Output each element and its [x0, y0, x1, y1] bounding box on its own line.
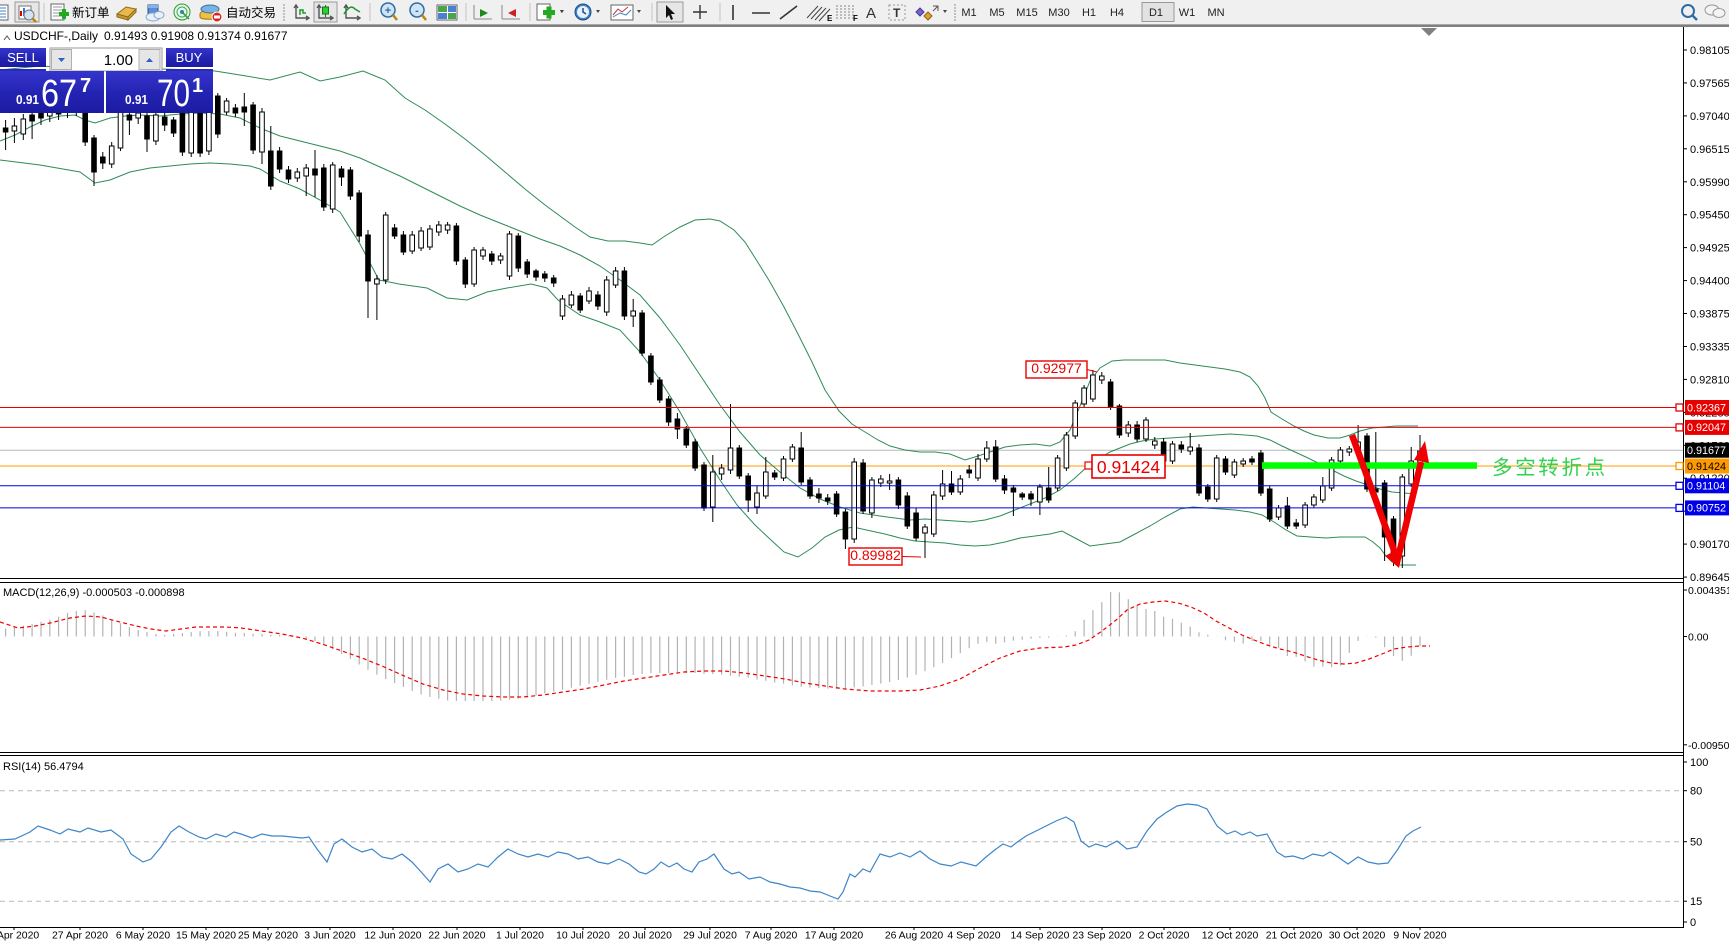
svg-text:0.92367: 0.92367: [1687, 402, 1726, 414]
svg-text:0.90752: 0.90752: [1687, 503, 1726, 515]
svg-text:27 Apr 2020: 27 Apr 2020: [52, 931, 108, 942]
svg-text:0: 0: [1690, 917, 1696, 929]
svg-text:A: A: [866, 5, 876, 22]
svg-text:D1: D1: [1149, 7, 1163, 19]
svg-text:0.004351: 0.004351: [1688, 585, 1729, 597]
svg-text:29 Jul 2020: 29 Jul 2020: [683, 931, 737, 942]
svg-text:M30: M30: [1048, 7, 1069, 19]
svg-text:0.98105: 0.98105: [1690, 45, 1729, 57]
svg-text:MACD(12,26,9) -0.000503 -0.000: MACD(12,26,9) -0.000503 -0.000898: [3, 587, 185, 599]
svg-text:50: 50: [1690, 837, 1702, 849]
svg-text:17 Aug 2020: 17 Aug 2020: [805, 931, 864, 942]
svg-text:MN: MN: [1207, 7, 1224, 19]
svg-text:0.97040: 0.97040: [1690, 111, 1729, 123]
svg-text:SELL: SELL: [7, 50, 39, 65]
svg-text:0.93335: 0.93335: [1690, 342, 1729, 354]
svg-text:E: E: [827, 14, 833, 23]
svg-text:0.91424: 0.91424: [1687, 461, 1726, 473]
svg-text:W1: W1: [1179, 7, 1196, 19]
svg-text:3 Jun 2020: 3 Jun 2020: [304, 931, 356, 942]
svg-text:1: 1: [192, 75, 203, 97]
svg-text:M1: M1: [961, 7, 976, 19]
svg-text:100: 100: [1690, 757, 1708, 769]
svg-text:6 May 2020: 6 May 2020: [116, 931, 171, 942]
svg-text:0.00: 0.00: [1688, 632, 1709, 644]
svg-text:M5: M5: [989, 7, 1004, 19]
svg-text:USDCHF-,Daily: USDCHF-,Daily: [14, 29, 98, 43]
svg-text:0.89982: 0.89982: [850, 547, 901, 563]
svg-text:0.92977: 0.92977: [1031, 360, 1082, 376]
svg-text:12 Jun 2020: 12 Jun 2020: [364, 931, 421, 942]
svg-text:12 Oct 2020: 12 Oct 2020: [1202, 931, 1259, 942]
svg-text:0.93875: 0.93875: [1690, 309, 1729, 321]
svg-text:BUY: BUY: [176, 50, 203, 65]
svg-text:0.91: 0.91: [16, 92, 39, 107]
svg-text:9 Nov 2020: 9 Nov 2020: [1393, 931, 1446, 942]
svg-text:0.89645: 0.89645: [1690, 572, 1729, 584]
svg-text:0.95450: 0.95450: [1690, 210, 1729, 222]
svg-text:10 Jul 2020: 10 Jul 2020: [556, 931, 610, 942]
svg-text:0.94400: 0.94400: [1690, 276, 1729, 288]
svg-text:M15: M15: [1016, 7, 1037, 19]
svg-text:15: 15: [1690, 896, 1702, 908]
svg-text:1 Jul 2020: 1 Jul 2020: [496, 931, 544, 942]
svg-text:23 Sep 2020: 23 Sep 2020: [1073, 931, 1132, 942]
svg-text:1.00: 1.00: [104, 52, 133, 69]
svg-text:F: F: [853, 14, 858, 23]
svg-text:15 May 2020: 15 May 2020: [176, 931, 236, 942]
svg-text:14 Sep 2020: 14 Sep 2020: [1011, 931, 1070, 942]
svg-text:70: 70: [157, 73, 190, 115]
svg-text:21 Oct 2020: 21 Oct 2020: [1266, 931, 1323, 942]
svg-text:H4: H4: [1110, 7, 1124, 19]
svg-text:7: 7: [80, 75, 91, 97]
svg-text:67: 67: [41, 73, 77, 115]
svg-text:25 May 2020: 25 May 2020: [238, 931, 298, 942]
svg-text:0.91104: 0.91104: [1687, 481, 1725, 493]
svg-text:26 Aug 2020: 26 Aug 2020: [885, 931, 944, 942]
svg-text:-: -: [415, 5, 419, 17]
svg-text:7 Apr 2020: 7 Apr 2020: [0, 931, 39, 942]
svg-text:-0.009504: -0.009504: [1688, 740, 1729, 752]
svg-text:+: +: [385, 5, 391, 17]
svg-text:0.91: 0.91: [125, 92, 148, 107]
svg-text:RSI(14) 56.4794: RSI(14) 56.4794: [3, 761, 84, 773]
svg-text:0.95990: 0.95990: [1690, 177, 1729, 189]
svg-text:0.92047: 0.92047: [1687, 422, 1726, 434]
svg-text:0.91493 0.91908 0.91374 0.9167: 0.91493 0.91908 0.91374 0.91677: [104, 29, 288, 43]
svg-text:T: T: [893, 6, 901, 20]
svg-text:0.90170: 0.90170: [1690, 539, 1729, 551]
svg-text:0.92810: 0.92810: [1690, 374, 1729, 386]
svg-text:4 Sep 2020: 4 Sep 2020: [947, 931, 1000, 942]
svg-text:7 Aug 2020: 7 Aug 2020: [745, 931, 798, 942]
svg-text:0.97565: 0.97565: [1690, 78, 1729, 90]
svg-text:80: 80: [1690, 786, 1702, 798]
svg-text:30 Oct 2020: 30 Oct 2020: [1329, 931, 1386, 942]
svg-text:0.91424: 0.91424: [1097, 457, 1161, 477]
svg-text:0.94925: 0.94925: [1690, 243, 1729, 255]
svg-text:0.96515: 0.96515: [1690, 144, 1729, 156]
svg-text:20 Jul 2020: 20 Jul 2020: [618, 931, 672, 942]
svg-text:0.91677: 0.91677: [1687, 445, 1726, 457]
svg-text:2 Oct 2020: 2 Oct 2020: [1139, 931, 1190, 942]
svg-text:H1: H1: [1082, 7, 1096, 19]
svg-text:22 Jun 2020: 22 Jun 2020: [428, 931, 485, 942]
